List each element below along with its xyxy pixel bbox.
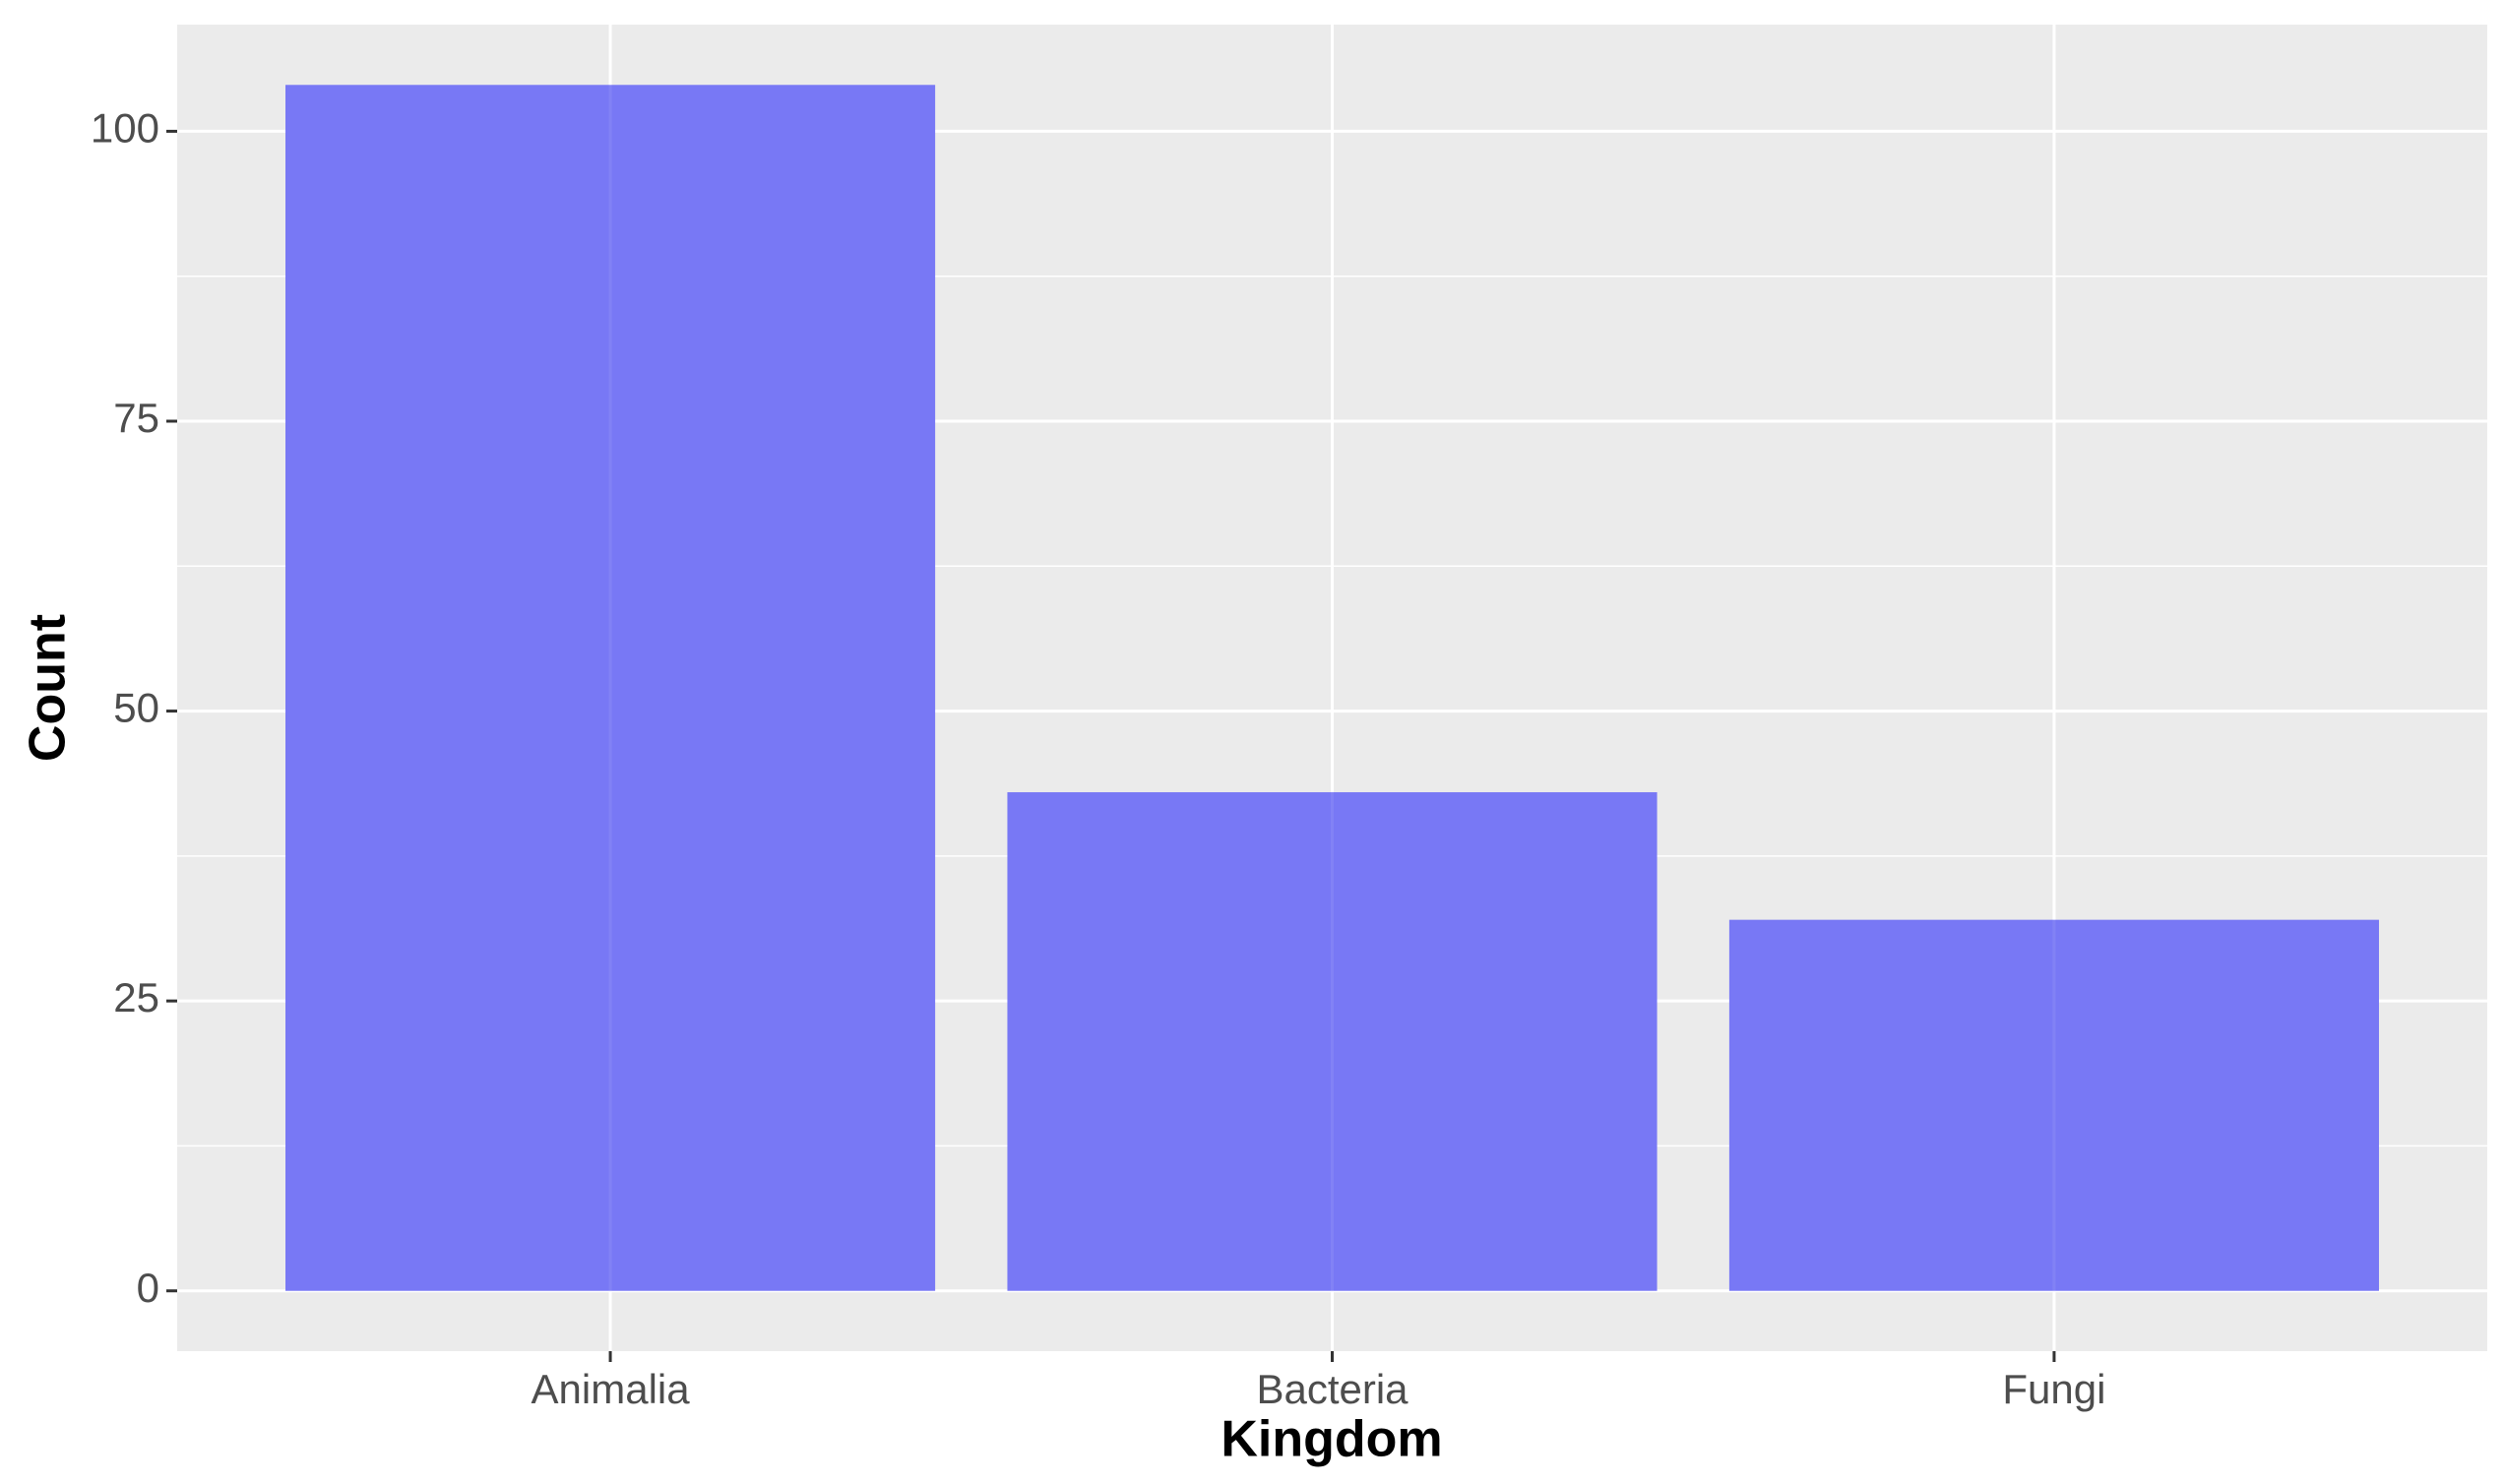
y-tick-label: 25: [113, 974, 159, 1020]
x-tick-label: Animalia: [532, 1366, 691, 1412]
x-tick-label: Bacteria: [1256, 1366, 1408, 1412]
bar: [1728, 919, 2379, 1291]
bar: [1007, 792, 1658, 1291]
x-axis-title: Kingdom: [1221, 1411, 1442, 1468]
y-tick-label: 100: [91, 104, 159, 151]
bar: [285, 85, 936, 1291]
y-axis-title: Count: [20, 614, 77, 762]
y-tick-label: 50: [113, 685, 159, 731]
y-tick-label: 0: [137, 1265, 159, 1311]
y-tick-label: 75: [113, 395, 159, 441]
x-tick-label: Fungi: [2002, 1366, 2105, 1412]
